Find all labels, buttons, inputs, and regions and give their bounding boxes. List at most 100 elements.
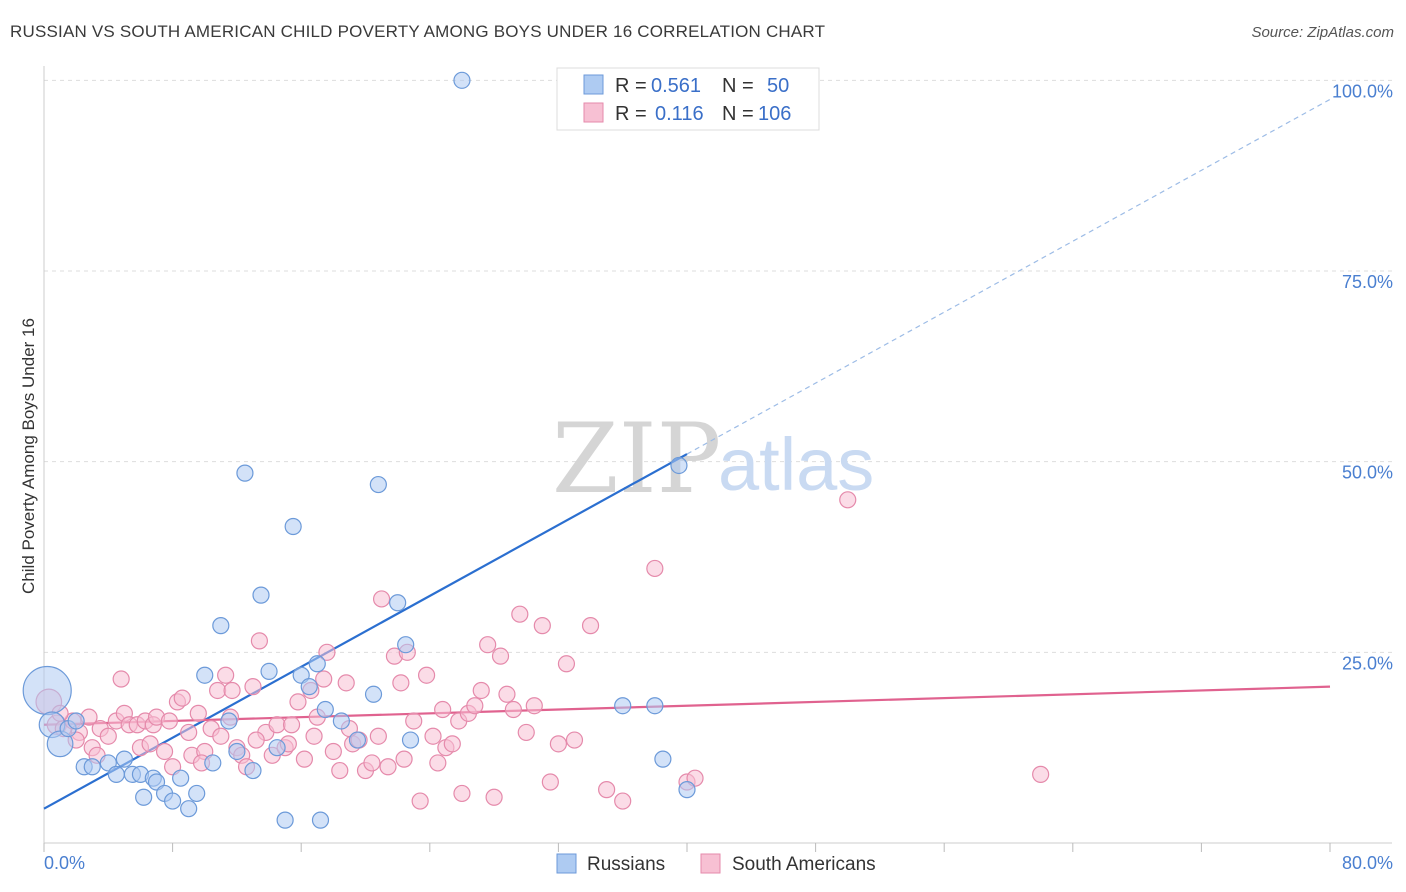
russians-trend-extension [686,98,1331,455]
grid-lines [44,79,1392,653]
south-american-point [525,697,543,715]
russian-point [389,594,407,612]
legend-n-label-1: N = [722,75,754,97]
south-american-point [315,670,333,688]
south-american-point [282,716,301,734]
south-american-point [479,636,497,654]
trend-lines [43,98,1331,810]
legend-n-value-1: 50 [767,75,789,97]
russian-point [364,685,383,703]
russian-point [212,617,230,635]
south-american-point [443,735,461,753]
legend-r-label-2: R = [615,103,647,125]
south-american-point [839,491,857,509]
russian-point [188,784,206,803]
russian-point [401,731,420,749]
russian-point [115,750,133,768]
south-american-point [646,559,664,578]
russian-point [316,700,334,719]
series-legend: Russians South Americans [556,853,876,875]
russian-point [311,811,330,829]
watermark-zip: ZIP [552,403,721,515]
russian-point [83,758,101,776]
russian-point [67,712,85,730]
south-american-point [466,697,484,715]
south-americans-trend-line [43,685,1331,726]
russian-point [678,781,696,799]
russian-point [260,662,278,681]
south-american-point [141,735,159,753]
legend-r-value-2: 0.116 [655,103,704,125]
russian-point [164,792,182,810]
south-american-point [498,685,516,703]
south-american-point [305,727,323,745]
south-american-point [369,727,387,745]
russian-point [332,712,350,730]
south-american-point [99,727,117,745]
south-american-point [318,643,336,661]
south-american-point [405,712,423,730]
y-tick-75: 75.0% [1342,272,1393,292]
south-american-point [212,727,230,745]
legend-swatch-south-americans [583,102,604,123]
south-american-point [372,590,391,608]
south-american-point [511,605,529,623]
russian-point [135,788,153,806]
y-axis-label: Child Poverty Among Boys Under 16 [19,318,38,594]
russian-point [228,742,246,761]
bottom-legend-russians: Russians [587,854,665,875]
chart-title: RUSSIAN VS SOUTH AMERICAN CHILD POVERTY … [10,22,826,41]
y-tick-100: 100.0% [1332,81,1393,101]
south-american-point [533,617,551,635]
russian-point [22,665,72,716]
south-american-point [268,716,286,734]
russian-point [252,586,270,604]
south-american-point [517,723,535,742]
south-american-point [581,617,600,635]
south-american-point [209,681,227,700]
russian-point [107,765,125,783]
south-american-point [244,678,262,696]
south-american-point [247,731,265,749]
legend-n-value-2: 106 [758,103,791,125]
south-american-point [429,754,447,772]
legend-n-label-2: N = [722,103,754,125]
south-american-point [411,792,429,810]
russian-point [180,800,198,818]
south-american-point [434,700,452,719]
south-american-point [417,666,436,684]
russian-point [308,655,326,673]
russian-point [172,769,190,787]
south-american-point [453,784,471,803]
south-american-point [379,758,397,776]
south-american-point [424,727,442,745]
south-american-point [173,689,191,707]
legend-r-value-1: 0.561 [651,75,701,97]
russian-point [220,712,238,730]
russian-point [300,678,318,696]
russian-point [369,475,387,494]
x-tick-max: 80.0% [1342,853,1393,873]
south-american-point [549,735,568,753]
x-tick-min: 0.0% [44,853,85,873]
russian-point [453,71,471,89]
south-american-point [614,792,632,810]
russian-point [654,750,672,768]
legend-r-label-1: R = [615,75,647,97]
south-american-point [189,704,207,722]
south-american-point [337,674,355,692]
russian-point [244,761,262,780]
south-american-point [363,754,381,772]
south-american-point [485,788,503,806]
x-tick-labels: 0.0% 80.0% [44,853,1393,873]
chart-source: Source: ZipAtlas.com [1251,24,1394,41]
russian-point [348,731,367,749]
south-american-point [112,670,130,688]
russian-point [276,811,294,829]
south-american-point [491,647,510,665]
russian-point [646,697,664,715]
south-american-point [160,712,178,730]
bottom-legend-south-americans: South Americans [732,854,876,875]
south-american-point [557,655,576,673]
